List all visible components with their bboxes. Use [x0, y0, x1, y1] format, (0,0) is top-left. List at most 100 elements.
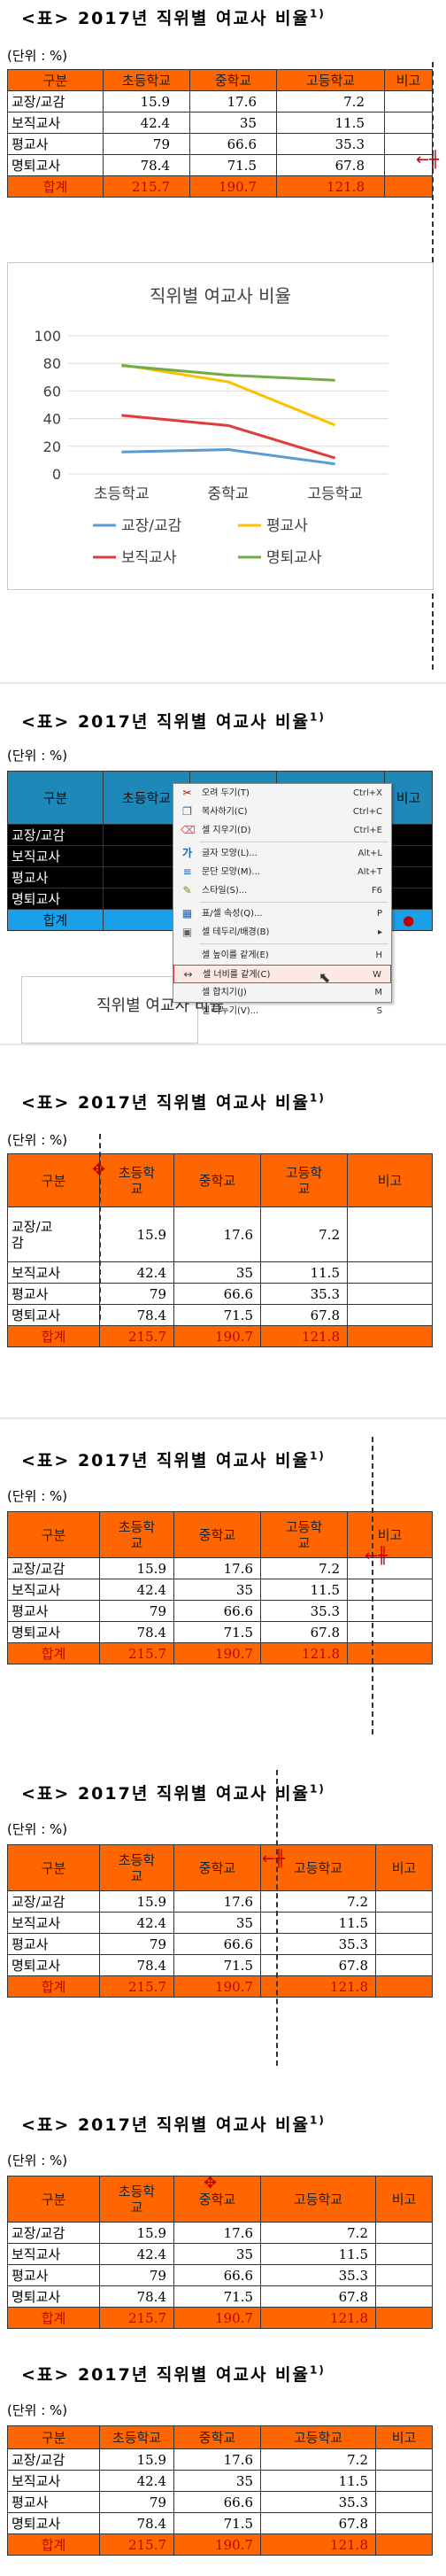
menu-item-cut[interactable]: ✂ 오려 두기(T) Ctrl+X: [173, 784, 391, 803]
total-value[interactable]: 121.8: [260, 1642, 348, 1664]
cell-value[interactable]: 71.5: [173, 2512, 261, 2534]
header-cell[interactable]: 구분: [7, 771, 104, 825]
header-cell[interactable]: 구분: [7, 1511, 100, 1558]
row-label[interactable]: 평교사: [7, 2491, 100, 2513]
cell-value[interactable]: 35: [189, 112, 277, 134]
header-cell[interactable]: 중학교: [173, 1844, 261, 1891]
cell-value[interactable]: 7.2: [276, 90, 385, 113]
cell-value[interactable]: 35: [173, 2470, 261, 2492]
header-cell[interactable]: 비고: [347, 1511, 433, 1558]
cell-empty[interactable]: [384, 112, 433, 134]
header-cell[interactable]: 중학교: [173, 1153, 261, 1207]
total-value[interactable]: 190.7: [173, 1325, 261, 1347]
cell-empty[interactable]: [375, 2307, 433, 2329]
total-label[interactable]: 합계: [7, 2533, 100, 2556]
total-label[interactable]: 합계: [7, 1642, 100, 1664]
cell-empty[interactable]: [347, 1207, 433, 1262]
cell-value[interactable]: 71.5: [173, 1304, 261, 1326]
cell-empty[interactable]: [375, 2491, 433, 2513]
cell-value[interactable]: 79: [103, 133, 190, 155]
menu-item-copy[interactable]: ❐ 복사하기(C) Ctrl+C: [173, 803, 391, 821]
cell-value[interactable]: 71.5: [189, 154, 277, 176]
cell-value[interactable]: 67.8: [260, 2512, 376, 2534]
row-label[interactable]: 평교사: [7, 133, 104, 155]
cell-value[interactable]: 7.2: [260, 2448, 376, 2471]
header-cell[interactable]: 비고: [375, 1844, 433, 1891]
total-value[interactable]: 215.7: [99, 2533, 174, 2556]
cell-value[interactable]: 67.8: [260, 1954, 376, 1976]
row-label[interactable]: 교장/교감: [7, 90, 104, 113]
total-value[interactable]: 190.7: [173, 1975, 261, 1998]
cell-empty[interactable]: [375, 2285, 433, 2308]
cell-value[interactable]: 11.5: [260, 2243, 376, 2265]
cell-empty[interactable]: [347, 1579, 433, 1601]
total-value[interactable]: 121.8: [260, 1325, 348, 1347]
total-value[interactable]: 190.7: [173, 2533, 261, 2556]
cell-empty[interactable]: [375, 2264, 433, 2286]
header-cell[interactable]: 고등학교: [276, 69, 385, 91]
menu-item-equal-height[interactable]: 셀 높이를 같게(E) H: [202, 950, 382, 960]
row-label[interactable]: 교장/교감: [7, 824, 104, 846]
cell-empty[interactable]: [375, 2512, 433, 2534]
cell-empty[interactable]: [375, 1933, 433, 1955]
cell-value[interactable]: 17.6: [173, 2222, 261, 2244]
total-value[interactable]: 215.7: [99, 1325, 174, 1347]
cell-empty[interactable]: [375, 1912, 433, 1934]
total-label[interactable]: 합계: [7, 1975, 100, 1998]
row-label[interactable]: 평교사: [7, 1933, 100, 1955]
header-cell[interactable]: 중학교: [173, 2425, 261, 2449]
cell-selected[interactable]: [384, 888, 433, 910]
cell-selected[interactable]: [384, 845, 433, 867]
cell-value[interactable]: 15.9: [99, 2222, 174, 2244]
header-cell[interactable]: 구분: [7, 2176, 100, 2223]
menu-item-table-props[interactable]: ▦ 표/셀 속성(Q)... P: [181, 907, 382, 919]
cell-value[interactable]: 17.6: [173, 2448, 261, 2471]
row-label[interactable]: 보직교사: [7, 1579, 100, 1601]
cell-value[interactable]: 11.5: [260, 1912, 376, 1934]
cell-value[interactable]: 35: [173, 2243, 261, 2265]
cell-empty[interactable]: [375, 1975, 433, 1998]
menu-item-style[interactable]: ✎ 스타일(S)... F6: [173, 881, 391, 900]
cell-selected[interactable]: [384, 866, 433, 888]
cell-value[interactable]: 7.2: [260, 2222, 376, 2244]
cell-value[interactable]: 42.4: [99, 2470, 174, 2492]
cell-value[interactable]: 11.5: [260, 1261, 348, 1284]
row-label[interactable]: 평교사: [7, 2264, 100, 2286]
header-cell[interactable]: 중학교: [189, 69, 277, 91]
total-value[interactable]: 215.7: [99, 1642, 174, 1664]
cell-empty[interactable]: [375, 2533, 433, 2556]
menu-item-cell-border[interactable]: ▣ 셀 테두리/배경(B) ▸: [181, 926, 382, 938]
cell-value[interactable]: 42.4: [99, 2243, 174, 2265]
cell-value[interactable]: 79: [99, 1283, 174, 1305]
cell-value[interactable]: 71.5: [173, 1954, 261, 1976]
cell-empty[interactable]: [384, 175, 433, 198]
cell-selected[interactable]: [384, 824, 433, 846]
total-value[interactable]: 190.7: [173, 1642, 261, 1664]
total-value[interactable]: 121.8: [276, 175, 385, 198]
total-value[interactable]: 215.7: [99, 2307, 174, 2329]
cell-empty[interactable]: [347, 1621, 433, 1643]
data-table[interactable]: 구분 초등학교 중학교 고등학교 비고 교장/교감 15.9 17.6 7.2 …: [7, 69, 433, 198]
header-cell[interactable]: 구분: [7, 69, 104, 91]
row-label[interactable]: 명퇴교사: [7, 2512, 100, 2534]
cell-empty[interactable]: [375, 1890, 433, 1913]
row-label[interactable]: 보직교사: [7, 1261, 100, 1284]
cell-value[interactable]: 67.8: [260, 1621, 348, 1643]
cell-value[interactable]: 15.9: [99, 2448, 174, 2471]
cell-value[interactable]: 17.6: [173, 1890, 261, 1913]
cell-value[interactable]: 17.6: [173, 1207, 261, 1262]
row-label[interactable]: 교장/교감: [7, 2222, 100, 2244]
cell-empty[interactable]: [347, 1261, 433, 1284]
header-cell[interactable]: 초등학교: [103, 69, 190, 91]
row-label[interactable]: 평교사: [7, 866, 104, 888]
cell-value[interactable]: 71.5: [173, 2285, 261, 2308]
header-cell[interactable]: 비고: [384, 69, 433, 91]
cell-value[interactable]: 66.6: [173, 1283, 261, 1305]
header-cell[interactable]: 중학교: [173, 1511, 261, 1558]
total-value[interactable]: 215.7: [103, 175, 190, 198]
header-cell[interactable]: 고등학교: [260, 2425, 376, 2449]
